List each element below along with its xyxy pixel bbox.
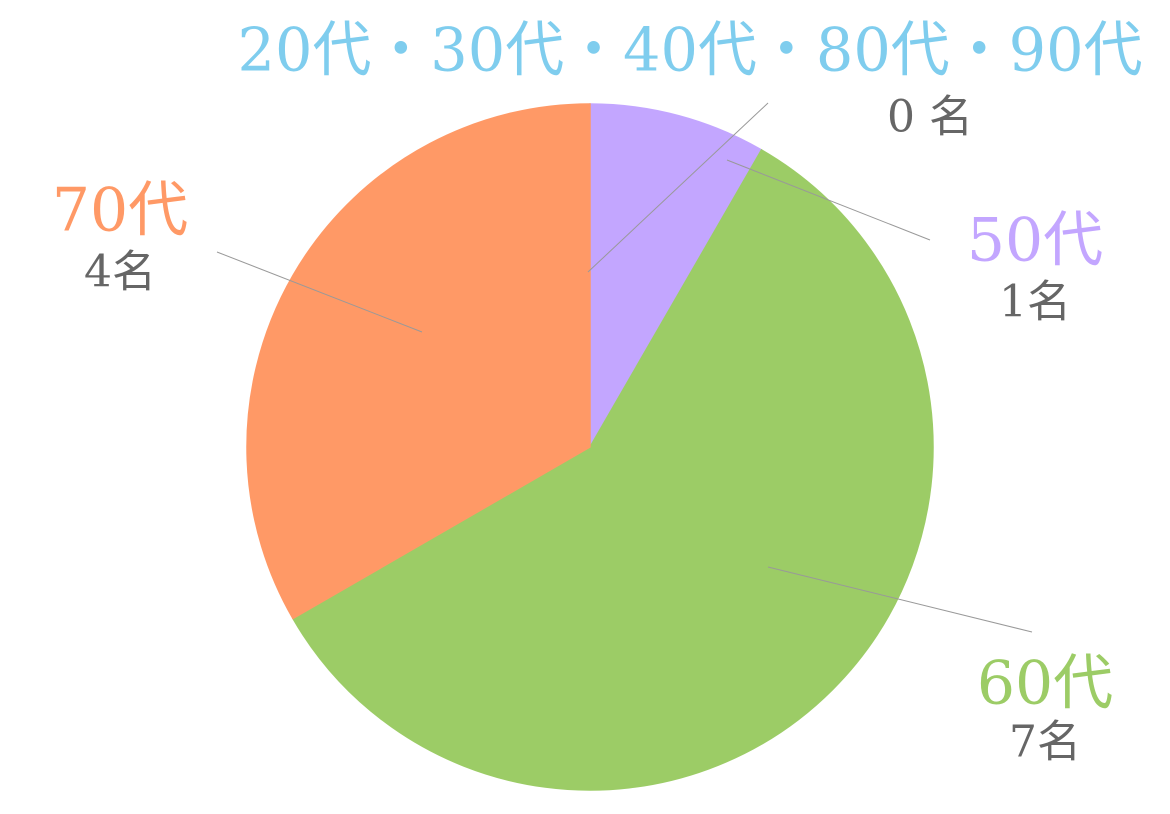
pie-slice — [291, 148, 934, 791]
slice-label: 60代 — [977, 649, 1113, 719]
leader-line — [587, 102, 769, 273]
slice-label: 20代・30代・40代・80代・90代 — [238, 16, 1143, 86]
value-label: 4名 — [84, 247, 156, 298]
value-label: 1名 — [999, 277, 1071, 328]
pie-slice — [589, 103, 763, 450]
slice-label: 70代 — [52, 176, 188, 246]
value-label: 0 名 — [887, 92, 973, 143]
leader-line — [216, 251, 423, 333]
leader-line — [767, 566, 1033, 633]
pie-slice — [246, 103, 591, 620]
value-label: 7名 — [1009, 717, 1081, 768]
slice-label: 50代 — [967, 206, 1103, 276]
leader-line — [726, 159, 931, 241]
